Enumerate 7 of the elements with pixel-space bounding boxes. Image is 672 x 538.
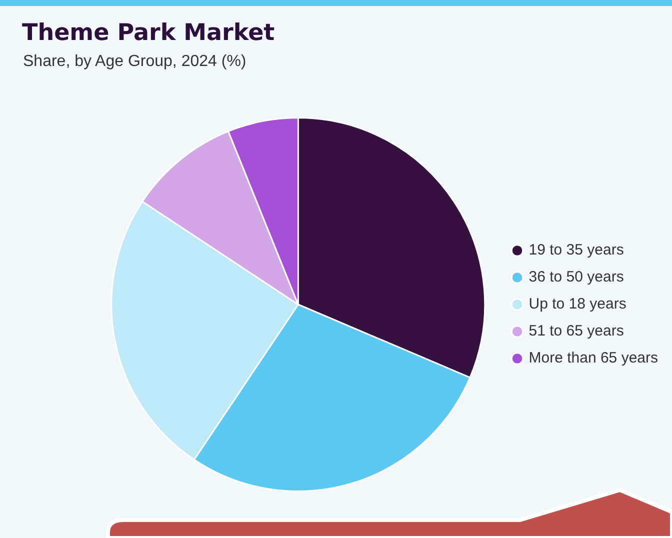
chart-subtitle: Share, by Age Group, 2024 (%)	[23, 53, 246, 71]
legend-label: 19 to 35 years	[528, 242, 624, 259]
legend-label: Up to 18 years	[528, 296, 626, 313]
legend-label: 51 to 65 years	[528, 322, 624, 340]
legend-label: 36 to 50 years	[528, 268, 624, 286]
chart-title: Theme Park Market	[22, 20, 275, 46]
legend-label: More than 65 years	[528, 350, 658, 367]
